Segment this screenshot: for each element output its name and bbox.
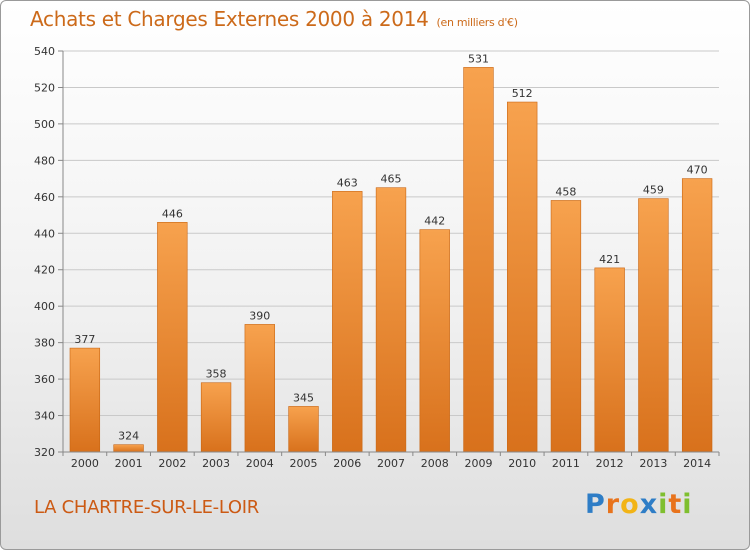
commune-name: LA CHARTRE-SUR-LE-LOIR <box>34 497 260 518</box>
bar-2005 <box>288 406 319 453</box>
bar-2009 <box>463 67 494 453</box>
x-tick-label: 2006 <box>333 457 361 470</box>
logo-letter: i <box>658 489 669 520</box>
bar-2012 <box>594 267 625 453</box>
bar-2013 <box>638 198 669 453</box>
y-tick-label: 520 <box>34 81 55 94</box>
bars: 377 324 446 358 390 345 463 465 442 531 512 458 421 4… <box>69 52 713 453</box>
bar-2004 <box>244 324 275 453</box>
data-label: 458 <box>555 185 576 198</box>
chart-unit: (en milliers d'€) <box>436 16 518 29</box>
x-tick-label: 2012 <box>596 457 624 470</box>
data-label: 463 <box>337 176 358 189</box>
chart-title: Achats et Charges Externes 2000 à 2014 (e… <box>30 7 518 31</box>
x-tick-label: 2002 <box>158 457 186 470</box>
logo-letter: x <box>639 489 659 520</box>
axes: 320 340 360 380 400 420 440 460 480 500 520 540 2000… <box>34 45 720 470</box>
bar-2014 <box>681 178 713 453</box>
x-tick-label: 2001 <box>115 457 143 470</box>
bar-2011 <box>550 200 582 453</box>
x-tick-label: 2009 <box>464 457 492 470</box>
x-tick-label: 2011 <box>552 457 580 470</box>
logo-letter: t <box>668 489 683 520</box>
y-tick-label: 500 <box>34 118 55 131</box>
data-label: 377 <box>74 333 95 346</box>
logo-letter: i <box>682 489 693 520</box>
x-tick-label: 2005 <box>290 457 318 470</box>
bar-2008 <box>419 229 450 453</box>
bar-2006 <box>332 191 363 453</box>
data-label: 390 <box>249 309 270 322</box>
bar-2010 <box>507 101 538 453</box>
x-tick-label: 2010 <box>508 457 536 470</box>
data-label: 442 <box>424 215 445 228</box>
y-tick-label: 440 <box>34 227 55 240</box>
logo-letter: o <box>620 489 640 520</box>
bar-2003 <box>200 382 232 453</box>
data-label: 421 <box>599 253 620 266</box>
data-label: 446 <box>162 207 183 220</box>
proxiti-logo[interactable]: Proxiti <box>585 489 693 520</box>
y-tick-label: 480 <box>34 154 55 167</box>
data-label: 345 <box>293 391 314 404</box>
x-tick-label: 2003 <box>202 457 230 470</box>
y-tick-label: 460 <box>34 191 55 204</box>
x-tick-label: 2008 <box>421 457 449 470</box>
x-tick-label: 2013 <box>639 457 667 470</box>
data-label: 459 <box>643 184 664 197</box>
data-label: 470 <box>687 164 708 177</box>
data-label: 358 <box>206 368 227 381</box>
x-tick-label: 2014 <box>683 457 711 470</box>
bar-2002 <box>157 222 188 453</box>
bar-2000 <box>69 347 101 453</box>
bar-2007 <box>375 187 407 453</box>
logo-letter: r <box>605 489 621 520</box>
y-tick-label: 420 <box>34 264 55 277</box>
x-tick-label: 2000 <box>71 457 99 470</box>
y-tick-label: 540 <box>34 45 55 58</box>
bar-2001 <box>113 444 144 453</box>
y-tick-label: 380 <box>34 337 55 350</box>
data-label: 531 <box>468 52 489 65</box>
x-tick-label: 2007 <box>377 457 405 470</box>
chart-title-text: Achats et Charges Externes 2000 à 2014 <box>30 7 429 31</box>
data-label: 324 <box>118 430 139 443</box>
y-tick-label: 320 <box>34 446 55 459</box>
logo-letter: P <box>585 489 606 520</box>
y-tick-label: 400 <box>34 300 55 313</box>
y-tick-label: 340 <box>34 410 55 423</box>
data-label: 512 <box>512 87 533 100</box>
y-tick-label: 360 <box>34 373 55 386</box>
x-tick-label: 2004 <box>246 457 274 470</box>
data-label: 465 <box>381 173 402 186</box>
